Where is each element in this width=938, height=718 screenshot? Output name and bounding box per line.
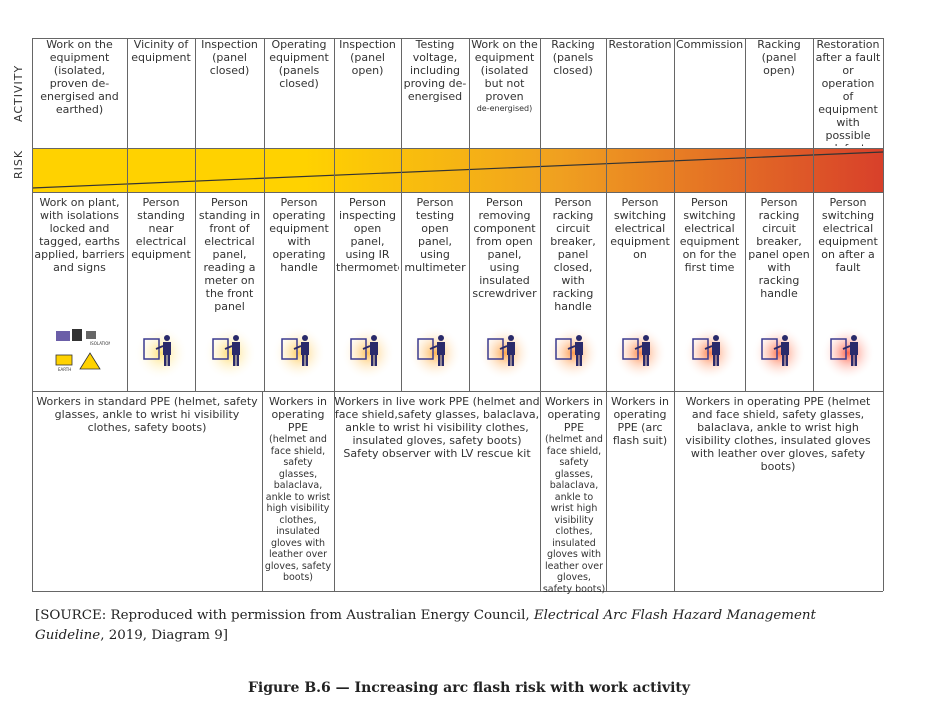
ppe-live-work: Workers in live work PPE (helmet and fac… xyxy=(334,395,540,460)
description-cell: Person inspecting open panel, using IR t… xyxy=(336,196,399,274)
description-cell: Person racking circuit breaker, panel cl… xyxy=(550,196,596,313)
person-racking-closed-icon xyxy=(543,325,603,381)
description-cell: Person standing in front of electrical p… xyxy=(198,196,261,313)
ppe-divider xyxy=(540,391,541,591)
column-divider xyxy=(401,38,402,391)
description-cell: Work on plant, with isolations locked an… xyxy=(34,196,125,274)
svg-text:EARTH: EARTH xyxy=(58,367,71,372)
source-citation: [SOURCE: Reproduced with permission from… xyxy=(35,608,816,643)
person-reading-meter-icon xyxy=(200,325,260,381)
description-cell: Person testing open panel, using multime… xyxy=(404,196,466,274)
activity-cell: Operating equipment (panels closed) xyxy=(269,38,329,90)
ppe-divider xyxy=(32,391,33,591)
column-divider xyxy=(813,38,814,391)
description-cell: Person switching electrical equipment on xyxy=(610,196,670,261)
ppe-divider xyxy=(883,391,884,591)
arc-flash-risk-diagram: ACTIVITY RISK Work on the equipment (iso… xyxy=(12,38,884,595)
risk-gradient-band xyxy=(32,148,883,192)
column-divider xyxy=(674,38,675,391)
activity-cell: Commissioning xyxy=(676,38,743,51)
activity-cell: Work on the equipment (isolated, proven … xyxy=(40,38,119,116)
risk-axis-label: RISK xyxy=(12,149,25,179)
column-divider xyxy=(606,38,607,391)
isolation-lock-earth-signs-icon: ISOLATION EARTH xyxy=(50,325,111,381)
column-divider xyxy=(32,38,33,391)
activity-axis-label: ACTIVITY xyxy=(12,64,25,122)
ppe-operating-2: Workers in operating PPE (helmet and fac… xyxy=(542,395,606,595)
description-cell: Person switching electrical equipment on… xyxy=(818,196,878,274)
person-ir-thermometer-icon xyxy=(338,325,398,381)
description-cell: Person removing component from open pane… xyxy=(472,196,537,300)
ppe-standard: Workers in standard PPE (helmet, safety … xyxy=(36,395,258,434)
ppe-divider xyxy=(334,391,335,591)
svg-text:ISOLATION: ISOLATION xyxy=(90,341,110,346)
activity-cell: Restoration after a fault or operation o… xyxy=(815,38,881,146)
column-divider xyxy=(195,38,196,391)
column-divider xyxy=(264,38,265,391)
activity-cell: Racking (panels closed) xyxy=(551,38,595,77)
activity-cell: Work on the equipment (isolated but not … xyxy=(471,38,538,103)
ppe-divider xyxy=(606,391,607,591)
person-near-equipment-icon xyxy=(131,325,191,381)
person-racking-open-icon xyxy=(749,325,809,381)
person-switching-after-fault-icon xyxy=(818,325,878,381)
activity-cell: Testing voltage, including proving de-en… xyxy=(403,38,467,103)
activity-cell: Racking (panel open) xyxy=(757,38,801,77)
person-commissioning-icon xyxy=(680,325,740,381)
column-divider xyxy=(540,38,541,391)
ppe-divider xyxy=(674,391,675,591)
activity-cell-small: de-energised) xyxy=(476,104,533,113)
ppe-operating-3: Workers in operating PPE (helmet and fac… xyxy=(685,395,871,473)
person-operating-handle-icon xyxy=(269,325,329,381)
description-cell: Person standing near electrical equipmen… xyxy=(131,196,191,261)
description-cell: Person racking circuit breaker, panel op… xyxy=(748,196,810,300)
ppe-divider xyxy=(262,391,263,591)
description-cell: Person switching electrical equipment on… xyxy=(679,196,740,274)
person-screwdriver-icon xyxy=(475,325,535,381)
column-divider xyxy=(127,38,128,391)
ppe-operating-1: Workers in operating PPE (helmet and fac… xyxy=(264,395,332,583)
person-multimeter-icon xyxy=(405,325,465,381)
column-divider xyxy=(334,38,335,391)
ppe-arc-flash-suit: Workers in operating PPE (arc flash suit… xyxy=(610,395,669,447)
figure-caption: Figure B.6 — Increasing arc flash risk w… xyxy=(247,680,691,696)
column-divider xyxy=(469,38,470,391)
activity-cell: Inspection (panel open) xyxy=(339,38,396,77)
risk-trend-line xyxy=(32,151,883,189)
column-divider xyxy=(745,38,746,391)
column-divider xyxy=(883,38,884,391)
description-cell: Person operating equipment with operatin… xyxy=(269,196,329,274)
activity-cell: Inspection (panel closed) xyxy=(201,38,258,77)
activity-cell: Restoration xyxy=(608,38,672,51)
person-switching-on-icon xyxy=(610,325,670,381)
activity-cell: Vicinity of equipment xyxy=(131,38,191,64)
